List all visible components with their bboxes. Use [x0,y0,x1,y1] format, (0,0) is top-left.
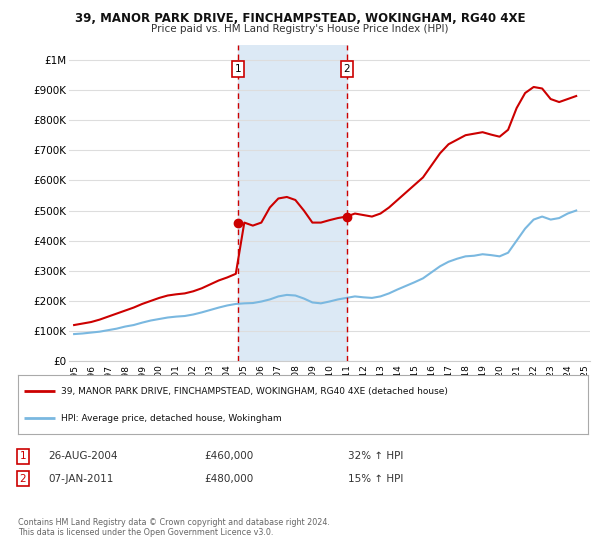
Bar [238,45,347,361]
Text: 39, MANOR PARK DRIVE, FINCHAMPSTEAD, WOKINGHAM, RG40 4XE: 39, MANOR PARK DRIVE, FINCHAMPSTEAD, WOK… [75,12,525,25]
Text: 2: 2 [343,64,350,74]
Text: 1: 1 [19,451,26,461]
Text: £480,000: £480,000 [204,474,253,484]
Text: 39, MANOR PARK DRIVE, FINCHAMPSTEAD, WOKINGHAM, RG40 4XE (detached house): 39, MANOR PARK DRIVE, FINCHAMPSTEAD, WOK… [61,386,448,395]
Text: Contains HM Land Registry data © Crown copyright and database right 2024.
This d: Contains HM Land Registry data © Crown c… [18,518,330,538]
Text: £460,000: £460,000 [204,451,253,461]
Text: HPI: Average price, detached house, Wokingham: HPI: Average price, detached house, Woki… [61,414,281,423]
Text: 07-JAN-2011: 07-JAN-2011 [48,474,113,484]
Text: 2: 2 [19,474,26,484]
Text: 15% ↑ HPI: 15% ↑ HPI [348,474,403,484]
Text: 32% ↑ HPI: 32% ↑ HPI [348,451,403,461]
Text: 1: 1 [235,64,242,74]
Text: Price paid vs. HM Land Registry's House Price Index (HPI): Price paid vs. HM Land Registry's House … [151,24,449,34]
Text: 26-AUG-2004: 26-AUG-2004 [48,451,118,461]
